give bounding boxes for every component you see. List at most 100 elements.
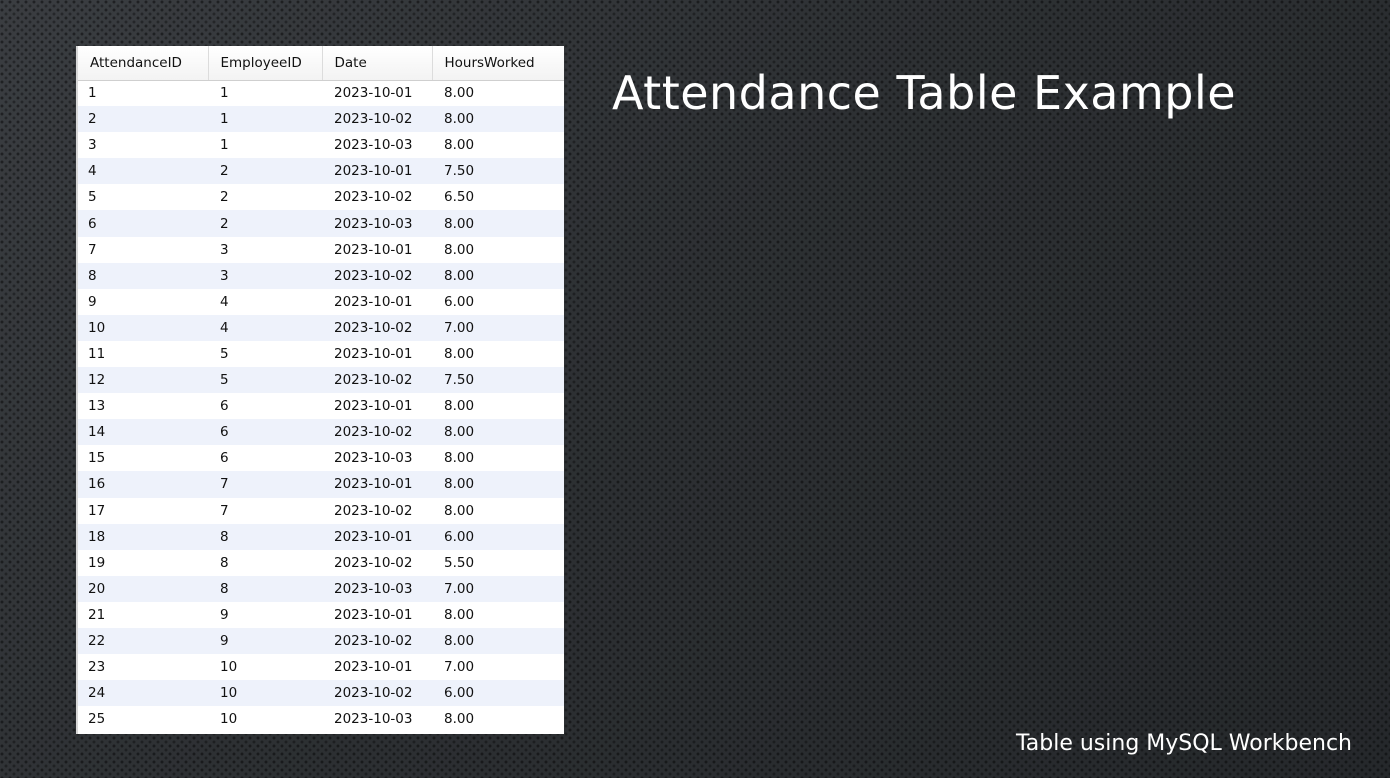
cell-date[interactable]: 2023-10-01	[322, 80, 432, 107]
cell-attendanceid[interactable]: 6	[78, 210, 208, 237]
cell-employeeid[interactable]: 9	[208, 601, 322, 628]
cell-employeeid[interactable]: 6	[208, 445, 322, 472]
cell-hoursworked[interactable]: 6.00	[432, 523, 564, 550]
cell-attendanceid[interactable]: 16	[78, 471, 208, 498]
cell-hoursworked[interactable]: 8.00	[432, 262, 564, 289]
column-header-hoursworked[interactable]: HoursWorked	[432, 46, 564, 81]
cell-employeeid[interactable]: 10	[208, 654, 322, 681]
cell-hoursworked[interactable]: 8.00	[432, 106, 564, 133]
cell-attendanceid[interactable]: 21	[78, 601, 208, 628]
cell-employeeid[interactable]: 6	[208, 419, 322, 446]
cell-hoursworked[interactable]: 8.00	[432, 80, 564, 107]
table-row[interactable]: 16 7 2023-10-01 8.00	[78, 471, 564, 498]
cell-date[interactable]: 2023-10-01	[322, 654, 432, 681]
cell-hoursworked[interactable]: 8.00	[432, 340, 564, 368]
cell-hoursworked[interactable]: 8.00	[432, 471, 564, 498]
cell-hoursworked[interactable]: 6.00	[432, 288, 564, 315]
table-row[interactable]: 23 10 2023-10-01 7.00	[78, 654, 564, 681]
cell-employeeid[interactable]: 10	[208, 706, 322, 733]
cell-attendanceid[interactable]: 23	[78, 654, 208, 681]
cell-date[interactable]: 2023-10-02	[322, 680, 432, 707]
cell-date[interactable]: 2023-10-01	[322, 340, 432, 368]
table-row[interactable]: 4 2 2023-10-01 7.50	[78, 158, 564, 185]
cell-employeeid[interactable]: 1	[208, 132, 322, 159]
table-row[interactable]: 7 3 2023-10-01 8.00	[78, 236, 564, 263]
cell-employeeid[interactable]: 1	[208, 106, 322, 133]
cell-attendanceid[interactable]: 2	[78, 106, 208, 133]
cell-date[interactable]: 2023-10-02	[322, 419, 432, 446]
cell-hoursworked[interactable]: 5.50	[432, 549, 564, 576]
cell-date[interactable]: 2023-10-01	[322, 523, 432, 550]
cell-attendanceid[interactable]: 8	[78, 262, 208, 289]
cell-attendanceid[interactable]: 10	[78, 314, 208, 341]
column-header-employeeid[interactable]: EmployeeID	[208, 46, 323, 81]
cell-hoursworked[interactable]: 7.00	[432, 314, 564, 341]
cell-hoursworked[interactable]: 7.50	[432, 367, 564, 394]
cell-attendanceid[interactable]: 15	[78, 445, 208, 472]
cell-employeeid[interactable]: 4	[208, 314, 322, 341]
cell-attendanceid[interactable]: 20	[78, 575, 208, 602]
cell-hoursworked[interactable]: 7.00	[432, 575, 564, 602]
cell-date[interactable]: 2023-10-01	[322, 288, 432, 315]
table-row[interactable]: 17 7 2023-10-02 8.00	[78, 497, 564, 524]
cell-date[interactable]: 2023-10-03	[322, 210, 432, 237]
cell-attendanceid[interactable]: 7	[78, 236, 208, 263]
cell-date[interactable]: 2023-10-03	[322, 575, 432, 602]
cell-attendanceid[interactable]: 14	[78, 419, 208, 446]
cell-attendanceid[interactable]: 11	[78, 340, 208, 368]
table-row[interactable]: 1 1 2023-10-01 8.00	[78, 80, 564, 107]
table-row[interactable]: 13 6 2023-10-01 8.00	[78, 393, 564, 420]
table-row[interactable]: 3 1 2023-10-03 8.00	[78, 132, 564, 159]
cell-hoursworked[interactable]: 8.00	[432, 419, 564, 446]
cell-attendanceid[interactable]: 12	[78, 367, 208, 394]
cell-employeeid[interactable]: 2	[208, 184, 322, 211]
cell-date[interactable]: 2023-10-02	[322, 184, 432, 211]
table-row[interactable]: 14 6 2023-10-02 8.00	[78, 419, 564, 446]
cell-hoursworked[interactable]: 8.00	[432, 393, 564, 420]
cell-employeeid[interactable]: 10	[208, 680, 322, 707]
cell-date[interactable]: 2023-10-03	[322, 132, 432, 159]
table-row[interactable]: 5 2 2023-10-02 6.50	[78, 184, 564, 211]
table-row[interactable]: 8 3 2023-10-02 8.00	[78, 262, 564, 289]
table-row[interactable]: 19 8 2023-10-02 5.50	[78, 549, 564, 576]
cell-attendanceid[interactable]: 4	[78, 158, 208, 185]
cell-employeeid[interactable]: 7	[208, 471, 322, 498]
table-row[interactable]: 21 9 2023-10-01 8.00	[78, 601, 564, 628]
column-header-attendanceid[interactable]: AttendanceID	[78, 46, 209, 81]
cell-attendanceid[interactable]: 25	[78, 706, 208, 733]
cell-hoursworked[interactable]: 8.00	[432, 706, 564, 733]
table-row[interactable]: 22 9 2023-10-02 8.00	[78, 627, 564, 655]
cell-date[interactable]: 2023-10-02	[322, 367, 432, 394]
cell-employeeid[interactable]: 7	[208, 497, 322, 524]
cell-date[interactable]: 2023-10-01	[322, 601, 432, 628]
cell-date[interactable]: 2023-10-01	[322, 158, 432, 185]
cell-attendanceid[interactable]: 3	[78, 132, 208, 159]
cell-employeeid[interactable]: 2	[208, 210, 322, 237]
cell-date[interactable]: 2023-10-01	[322, 236, 432, 263]
cell-hoursworked[interactable]: 8.00	[432, 132, 564, 159]
cell-date[interactable]: 2023-10-02	[322, 627, 432, 655]
cell-employeeid[interactable]: 8	[208, 549, 322, 576]
cell-date[interactable]: 2023-10-01	[322, 471, 432, 498]
cell-date[interactable]: 2023-10-02	[322, 262, 432, 289]
table-row[interactable]: 2 1 2023-10-02 8.00	[78, 106, 564, 133]
cell-date[interactable]: 2023-10-01	[322, 393, 432, 420]
cell-employeeid[interactable]: 3	[208, 236, 322, 263]
table-row[interactable]: 11 5 2023-10-01 8.00	[78, 340, 564, 368]
cell-attendanceid[interactable]: 9	[78, 288, 208, 315]
cell-employeeid[interactable]: 8	[208, 575, 322, 602]
table-row[interactable]: 10 4 2023-10-02 7.00	[78, 314, 564, 341]
cell-date[interactable]: 2023-10-02	[322, 314, 432, 341]
table-row[interactable]: 24 10 2023-10-02 6.00	[78, 680, 564, 707]
cell-attendanceid[interactable]: 1	[78, 80, 208, 107]
cell-attendanceid[interactable]: 19	[78, 549, 208, 576]
cell-hoursworked[interactable]: 7.00	[432, 654, 564, 681]
cell-employeeid[interactable]: 1	[208, 80, 322, 107]
cell-employeeid[interactable]: 9	[208, 627, 322, 655]
cell-date[interactable]: 2023-10-03	[322, 706, 432, 733]
cell-attendanceid[interactable]: 13	[78, 393, 208, 420]
cell-date[interactable]: 2023-10-02	[322, 106, 432, 133]
cell-employeeid[interactable]: 5	[208, 367, 322, 394]
table-row[interactable]: 15 6 2023-10-03 8.00	[78, 445, 564, 472]
cell-hoursworked[interactable]: 8.00	[432, 445, 564, 472]
